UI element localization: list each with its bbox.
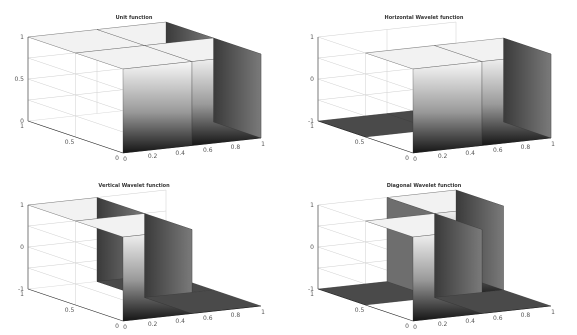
y-tick-label: 0 bbox=[115, 155, 119, 162]
z-tick-label: 1 bbox=[20, 202, 24, 209]
x-axis bbox=[412, 137, 552, 154]
x-axis bbox=[412, 305, 552, 322]
z-tick-label: 1 bbox=[310, 34, 314, 41]
surface-front-face bbox=[412, 61, 483, 154]
chart-title: Vertical Wavelet function bbox=[98, 183, 170, 189]
x-tick-label: 0.2 bbox=[148, 153, 158, 160]
y-tick-label: 1 bbox=[20, 123, 24, 130]
y-axis bbox=[27, 120, 124, 154]
x-tick-label: 0 bbox=[123, 156, 127, 163]
z-tick-label: 1 bbox=[310, 202, 314, 209]
x-tick-label: 0.8 bbox=[521, 144, 531, 151]
y-tick-label: 0.5 bbox=[65, 307, 75, 314]
z-tick-label: 0.5 bbox=[14, 76, 24, 83]
x-tick-label: 0.8 bbox=[231, 312, 241, 319]
y-tick-label: 1 bbox=[310, 291, 314, 298]
z-tick-label: -1 bbox=[18, 286, 24, 293]
chart-title: Diagonal Wavelet function bbox=[387, 183, 462, 189]
x-tick-label: 1 bbox=[261, 141, 265, 148]
x-tick-label: 0.4 bbox=[465, 318, 475, 325]
z-tick-label: 1 bbox=[20, 34, 24, 41]
y-tick-label: 1 bbox=[20, 291, 24, 298]
x-tick-label: 1 bbox=[261, 309, 265, 316]
x-tick-label: 0 bbox=[413, 324, 417, 331]
y-tick-label: 0 bbox=[405, 155, 409, 162]
surface-front-face bbox=[122, 61, 193, 154]
z-tick-label: 0 bbox=[310, 244, 314, 251]
z-tick-label: -1 bbox=[308, 286, 314, 293]
chart-title: Unit function bbox=[116, 15, 153, 21]
x-tick-label: 0.8 bbox=[231, 144, 241, 151]
y-tick-label: 0.5 bbox=[65, 139, 75, 146]
surface-side-face bbox=[503, 37, 552, 139]
chart-title: Horizontal Wavelet function bbox=[385, 15, 464, 21]
x-tick-label: 0.6 bbox=[203, 147, 213, 154]
y-axis bbox=[317, 120, 414, 154]
y-tick-label: 0.5 bbox=[355, 307, 365, 314]
z-tick-label: 0 bbox=[20, 244, 24, 251]
y-tick-label: 0 bbox=[115, 323, 119, 330]
x-tick-label: 1 bbox=[551, 141, 555, 148]
x-tick-label: 1 bbox=[551, 309, 555, 316]
z-tick-label: 0 bbox=[20, 118, 24, 125]
y-axis bbox=[317, 288, 414, 322]
x-tick-label: 0.6 bbox=[493, 147, 503, 154]
x-tick-label: 0.8 bbox=[521, 312, 531, 319]
z-tick-label: 0 bbox=[310, 76, 314, 83]
surface-side-face bbox=[213, 37, 262, 139]
y-tick-label: 1 bbox=[310, 123, 314, 130]
x-axis bbox=[122, 137, 262, 154]
x-tick-label: 0.2 bbox=[438, 153, 448, 160]
x-tick-label: 0 bbox=[413, 156, 417, 163]
y-axis bbox=[27, 288, 124, 322]
x-tick-label: 0.4 bbox=[465, 150, 475, 157]
z-tick-label: -1 bbox=[308, 118, 314, 125]
x-tick-label: 0 bbox=[123, 324, 127, 331]
x-tick-label: 0.6 bbox=[493, 315, 503, 322]
x-tick-label: 0.4 bbox=[175, 318, 185, 325]
y-tick-label: 0.5 bbox=[355, 139, 365, 146]
y-tick-label: 0 bbox=[405, 323, 409, 330]
x-tick-label: 0.4 bbox=[175, 150, 185, 157]
x-tick-label: 0.2 bbox=[148, 321, 158, 328]
x-tick-label: 0.6 bbox=[203, 315, 213, 322]
x-tick-label: 0.2 bbox=[438, 321, 448, 328]
x-axis bbox=[122, 305, 262, 322]
